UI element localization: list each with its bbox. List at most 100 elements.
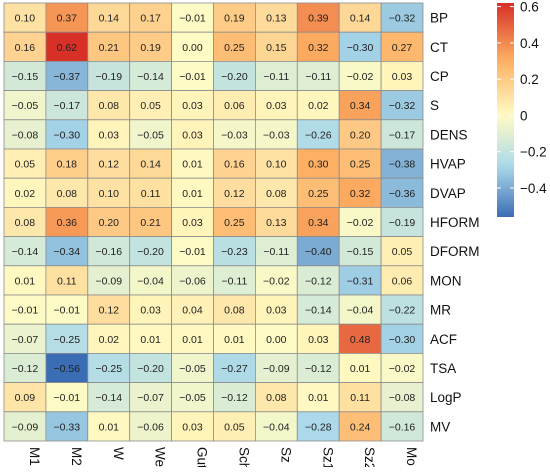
heatmap-cell xyxy=(171,411,214,442)
heatmap-cell xyxy=(380,265,424,296)
heatmap-cell xyxy=(296,119,340,150)
cell-value-label: 0.18 xyxy=(57,159,78,171)
heatmap-cell xyxy=(45,2,89,33)
heatmap-cell xyxy=(380,177,424,208)
colorbar-tick-label: 0.4 xyxy=(520,36,539,51)
heatmap-cell xyxy=(213,323,256,354)
cell-value-label: 0.06 xyxy=(392,275,413,287)
cell-value-label: −0.15 xyxy=(12,71,39,83)
cell-value-label: 0.25 xyxy=(224,42,245,54)
heatmap-cells: 0.10 0.37 0.14 0.17 −0.01 0.19 0.13 0.39 0.14 −0.… xyxy=(3,2,424,442)
heatmap-cell xyxy=(380,31,424,62)
cell-value-label: 0.25 xyxy=(350,159,371,171)
heatmap-cell xyxy=(171,294,214,325)
cell-value-label: −0.01 xyxy=(179,71,206,83)
cell-value-label: 0.39 xyxy=(308,13,329,25)
row-label: ACF xyxy=(430,332,457,347)
cell-value-label: −0.27 xyxy=(221,363,248,375)
cell-value-label: −0.22 xyxy=(389,305,416,317)
heatmap-cell xyxy=(380,294,424,325)
cell-value-label: −0.16 xyxy=(389,421,416,433)
cell-value-label: −0.26 xyxy=(305,129,332,141)
heatmap-cell xyxy=(87,119,131,150)
heatmap-cell xyxy=(171,119,214,150)
heatmap-cell xyxy=(129,31,172,62)
colorbar xyxy=(497,3,514,217)
cell-value-label: 0.05 xyxy=(224,421,245,433)
cell-value-label: 0.01 xyxy=(182,159,203,171)
heatmap-cell xyxy=(296,265,340,296)
column-label: Gut xyxy=(195,447,210,467)
heatmap-cell xyxy=(171,236,214,267)
heatmap-cell xyxy=(296,2,340,33)
heatmap-cell xyxy=(254,411,298,442)
cell-value-label: 0.00 xyxy=(182,42,203,54)
cell-value-label: 0.08 xyxy=(266,392,287,404)
cell-value-label: 0.02 xyxy=(15,188,36,200)
cell-value-label: 0.15 xyxy=(266,42,287,54)
row-label: HVAP xyxy=(430,157,466,172)
heatmap-cell xyxy=(45,31,89,62)
cell-value-label: −0.02 xyxy=(347,217,374,229)
cell-value-label: 0.34 xyxy=(350,100,371,112)
heatmap-cell xyxy=(45,411,89,442)
cell-value-label: −0.34 xyxy=(54,246,81,258)
cell-value-label: 0.01 xyxy=(224,334,245,346)
heatmap-cell xyxy=(213,2,256,33)
heatmap-cell xyxy=(129,206,172,237)
heatmap-cell xyxy=(213,119,256,150)
cell-value-label: −0.01 xyxy=(179,13,206,25)
cell-value-label: −0.11 xyxy=(263,246,289,258)
heatmap-cell xyxy=(380,2,424,33)
cell-value-label: −0.05 xyxy=(12,100,39,112)
heatmap-cell xyxy=(45,382,89,413)
column-label: Sz2 xyxy=(362,447,377,467)
row-label: MR xyxy=(430,303,451,318)
cell-value-label: −0.19 xyxy=(389,217,416,229)
heatmap-cell xyxy=(3,236,47,267)
heatmap-cell xyxy=(380,236,424,267)
heatmap-cell xyxy=(338,265,382,296)
heatmap-cell xyxy=(129,236,172,267)
cell-value-label: −0.19 xyxy=(96,71,123,83)
cell-value-label: 0.01 xyxy=(350,363,371,375)
heatmap-cell xyxy=(213,90,256,121)
cell-value-label: −0.31 xyxy=(347,275,374,287)
column-label: W xyxy=(111,447,126,460)
cell-value-label: −0.05 xyxy=(179,392,206,404)
cell-value-label: −0.32 xyxy=(389,13,416,25)
cell-value-label: −0.11 xyxy=(305,71,331,83)
cell-value-label: 0.10 xyxy=(266,159,287,171)
cell-value-label: −0.01 xyxy=(54,305,81,317)
heatmap-cell xyxy=(254,177,298,208)
cell-value-label: 0.32 xyxy=(350,188,371,200)
heatmap-cell xyxy=(380,119,424,150)
cell-value-label: −0.03 xyxy=(263,129,290,141)
cell-value-label: −0.20 xyxy=(137,363,164,375)
row-label: MON xyxy=(430,273,462,288)
heatmap-cell xyxy=(338,61,382,92)
cell-value-label: 0.20 xyxy=(350,129,371,141)
heatmap-cell xyxy=(213,148,256,179)
cell-value-label: 0.21 xyxy=(99,42,120,54)
cell-value-label: 0.13 xyxy=(266,217,287,229)
colorbar-tick-label: 0.6 xyxy=(520,0,539,15)
heatmap-cell xyxy=(3,382,47,413)
cell-value-label: 0.14 xyxy=(99,13,120,25)
cell-value-label: −0.14 xyxy=(137,71,164,83)
cell-value-label: 0.08 xyxy=(57,188,78,200)
column-label: Sz1 xyxy=(320,447,335,467)
cell-value-label: −0.12 xyxy=(305,363,332,375)
heatmap-cell xyxy=(296,294,340,325)
cell-value-label: −0.30 xyxy=(54,129,81,141)
cell-value-label: 0.24 xyxy=(350,421,371,433)
cell-value-label: −0.05 xyxy=(179,363,206,375)
column-label: Sz xyxy=(278,447,293,463)
cell-value-label: −0.11 xyxy=(263,71,289,83)
cell-value-label: −0.04 xyxy=(263,421,290,433)
column-label: We xyxy=(153,447,168,467)
cell-value-label: −0.07 xyxy=(12,334,39,346)
cell-value-label: −0.03 xyxy=(221,129,248,141)
heatmap-cell xyxy=(380,206,424,237)
heatmap-cell xyxy=(254,90,298,121)
